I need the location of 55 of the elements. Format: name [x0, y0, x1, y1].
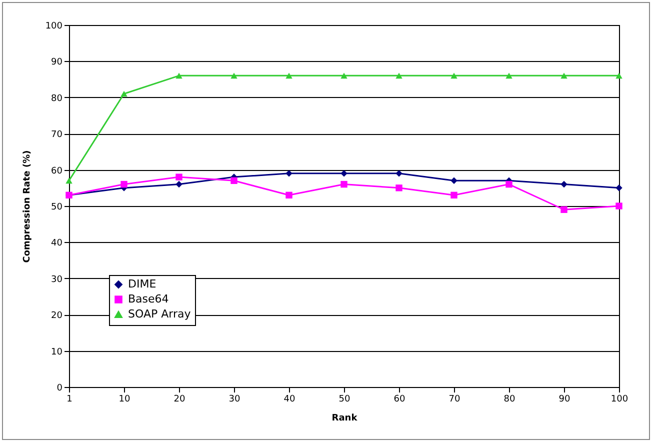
point — [230, 177, 238, 184]
x-tick-label: 80 — [504, 394, 516, 404]
x-tick-label: 10 — [118, 394, 130, 404]
point — [560, 180, 568, 188]
y-tick-label: 10 — [51, 347, 63, 358]
x-tick-label: 40 — [284, 394, 296, 404]
y-tick-label: 70 — [51, 130, 63, 140]
point — [286, 72, 292, 79]
x-tick-label: 100 — [610, 394, 628, 404]
x-tick-label: 60 — [394, 394, 406, 404]
y-axis-title: Compression Rate (%) — [22, 150, 32, 263]
y-tick-label: 40 — [51, 238, 63, 249]
y-tick-label: 30 — [51, 274, 63, 285]
x-tick-label: 30 — [228, 394, 240, 404]
point — [450, 192, 458, 198]
legend-label: DIME — [128, 278, 156, 290]
y-tick-label: 100 — [45, 22, 63, 32]
point — [396, 184, 402, 192]
point — [396, 170, 402, 177]
point — [506, 72, 512, 79]
x-tick-label: 70 — [448, 394, 460, 404]
y-tick-label: 90 — [51, 58, 63, 68]
point — [176, 180, 182, 188]
legend-label: SOAP Array — [128, 308, 192, 320]
y-tick-label: 60 — [51, 166, 63, 176]
x-axis-title: Rank — [332, 414, 358, 424]
point — [66, 178, 72, 184]
point — [340, 180, 348, 188]
point — [176, 174, 182, 180]
point — [340, 170, 348, 177]
point — [616, 72, 622, 79]
point — [560, 206, 568, 213]
point — [616, 202, 622, 210]
y-tick-label: 80 — [51, 94, 63, 104]
point — [176, 72, 182, 79]
point — [340, 72, 348, 79]
point — [450, 72, 458, 79]
point — [506, 180, 512, 188]
x-tick-label: 90 — [558, 394, 570, 404]
point — [120, 180, 128, 188]
point — [120, 90, 128, 97]
y-tick-label: 50 — [51, 202, 63, 212]
x-tick-label: 50 — [338, 394, 350, 404]
point — [286, 192, 292, 198]
legend-label: Base64 — [128, 292, 169, 306]
point — [450, 177, 458, 184]
x-tick-label: 1 — [66, 394, 72, 404]
y-tick-label: 20 — [51, 311, 63, 322]
point — [396, 72, 402, 79]
x-tick-label: 20 — [174, 394, 186, 404]
y-tick-label: 0 — [56, 384, 63, 394]
point — [616, 184, 622, 192]
point — [230, 72, 238, 79]
point — [286, 170, 292, 177]
point — [560, 72, 568, 79]
